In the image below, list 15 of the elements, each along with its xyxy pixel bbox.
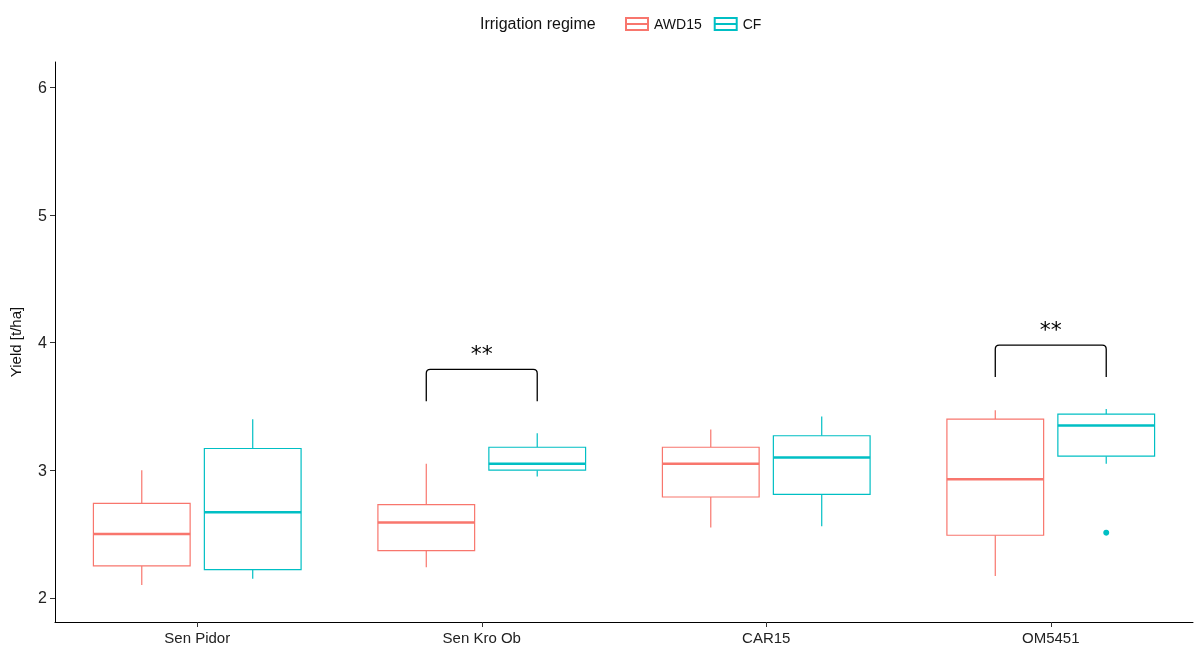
y-tick-label: 4 xyxy=(38,334,48,352)
y-tick-label: 2 xyxy=(38,589,48,607)
y-axis-title: Yield [t/ha] xyxy=(7,306,24,378)
legend-title: Irrigation regime xyxy=(480,14,596,32)
x-tick-label: CAR15 xyxy=(742,629,791,646)
x-tick-label: Sen Pidor xyxy=(164,629,231,646)
x-tick-label: OM5451 xyxy=(1021,629,1080,646)
y-tick-label: 5 xyxy=(38,206,48,224)
x-tick-label: Sen Kro Ob xyxy=(442,629,521,646)
legend-label: CF xyxy=(742,16,762,32)
legend-label: AWD15 xyxy=(654,16,702,32)
y-tick-label: 6 xyxy=(38,79,48,97)
annotation: ** xyxy=(470,341,493,367)
annotation: ** xyxy=(1039,317,1062,343)
y-tick-label: 3 xyxy=(38,461,48,479)
